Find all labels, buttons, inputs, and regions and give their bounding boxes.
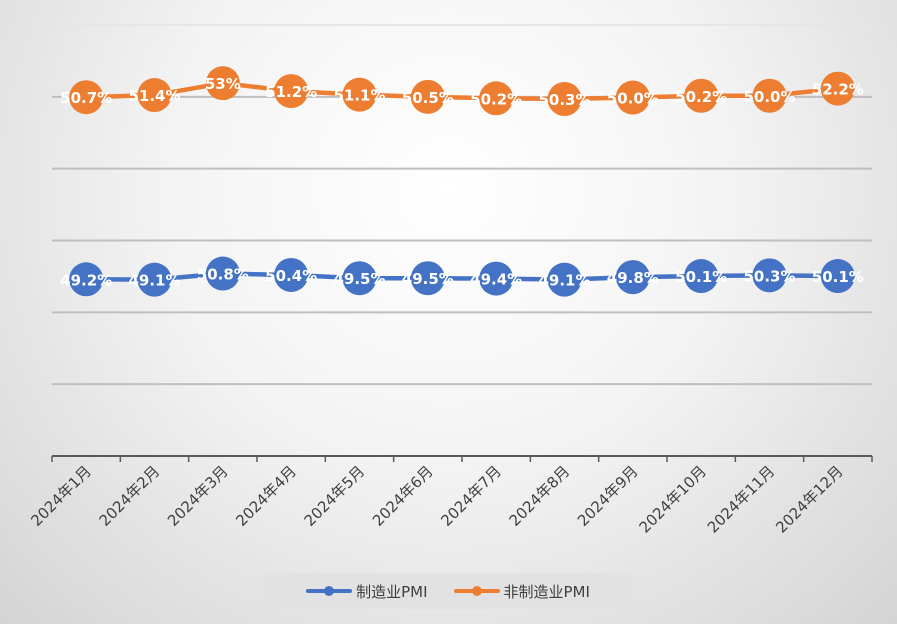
data-point (547, 262, 582, 297)
data-point (752, 78, 787, 113)
data-point (69, 80, 104, 115)
data-label: 50.8% (197, 266, 249, 284)
data-point (615, 80, 650, 115)
x-tick-label: 2024年6月 (369, 462, 437, 530)
x-tick-label: 2024年12月 (772, 462, 846, 536)
data-point (752, 258, 787, 293)
legend: 制造业PMI 非制造业PMI (263, 573, 633, 609)
data-label: 52.2% (812, 81, 864, 99)
data-label: 50.3% (538, 91, 590, 109)
x-tick-label: 2024年3月 (164, 462, 232, 530)
legend-item-non-manufacturing: 非制造业PMI (453, 581, 590, 602)
x-tick-label: 2024年1月 (27, 462, 95, 530)
legend-swatch (306, 586, 353, 596)
data-label: 50.2% (675, 88, 727, 106)
data-point (69, 262, 104, 297)
data-point (274, 74, 309, 109)
data-label: 51.4% (128, 87, 180, 105)
data-point (410, 261, 445, 296)
data-point (137, 78, 172, 113)
data-point (479, 81, 514, 116)
data-label: 50.7% (60, 89, 112, 107)
data-label: 53% (205, 75, 241, 93)
x-tick-label: 2024年2月 (96, 462, 164, 530)
data-point (820, 259, 855, 294)
x-tick-label: 2024年5月 (301, 462, 369, 530)
legend-label: 制造业PMI (356, 582, 428, 601)
data-point (684, 259, 719, 294)
data-label: 49.5% (402, 270, 454, 288)
data-label: 51.2% (265, 83, 317, 101)
data-label: 49.1% (538, 272, 590, 290)
data-point (274, 257, 309, 292)
data-label: 51.1% (333, 87, 385, 105)
data-point (205, 256, 240, 291)
x-tick-label: 2024年8月 (506, 462, 574, 530)
data-label: 50.0% (743, 88, 795, 106)
data-point (137, 262, 172, 297)
x-tick-label: 2024年11月 (704, 462, 778, 536)
data-label: 49.2% (60, 271, 112, 289)
data-label: 49.4% (470, 271, 522, 289)
data-label: 49.1% (128, 272, 180, 290)
x-tick-label: 2024年9月 (574, 462, 642, 530)
data-label: 50.1% (675, 268, 727, 286)
data-point (205, 66, 240, 101)
data-point (342, 261, 377, 296)
data-label: 50.5% (402, 89, 454, 107)
data-point (479, 261, 514, 296)
data-label: 50.1% (812, 268, 864, 286)
x-tick-label: 2024年7月 (437, 462, 505, 530)
data-label: 50.2% (470, 90, 522, 108)
x-tick-label: 2024年10月 (636, 462, 710, 536)
data-label: 50.3% (743, 267, 795, 285)
data-point (342, 77, 377, 112)
data-point (615, 260, 650, 295)
data-point (684, 78, 719, 113)
data-label: 49.8% (607, 269, 659, 287)
data-label: 49.5% (333, 270, 385, 288)
data-label: 50.4% (265, 267, 317, 285)
legend-swatch (453, 586, 500, 596)
x-tick-label: 2024年4月 (232, 462, 300, 530)
legend-label: 非制造业PMI (503, 582, 590, 601)
legend-item-manufacturing: 制造业PMI (306, 581, 428, 602)
data-point (547, 81, 582, 116)
data-point (410, 79, 445, 114)
data-point (820, 71, 855, 106)
data-label: 50.0% (607, 90, 659, 108)
